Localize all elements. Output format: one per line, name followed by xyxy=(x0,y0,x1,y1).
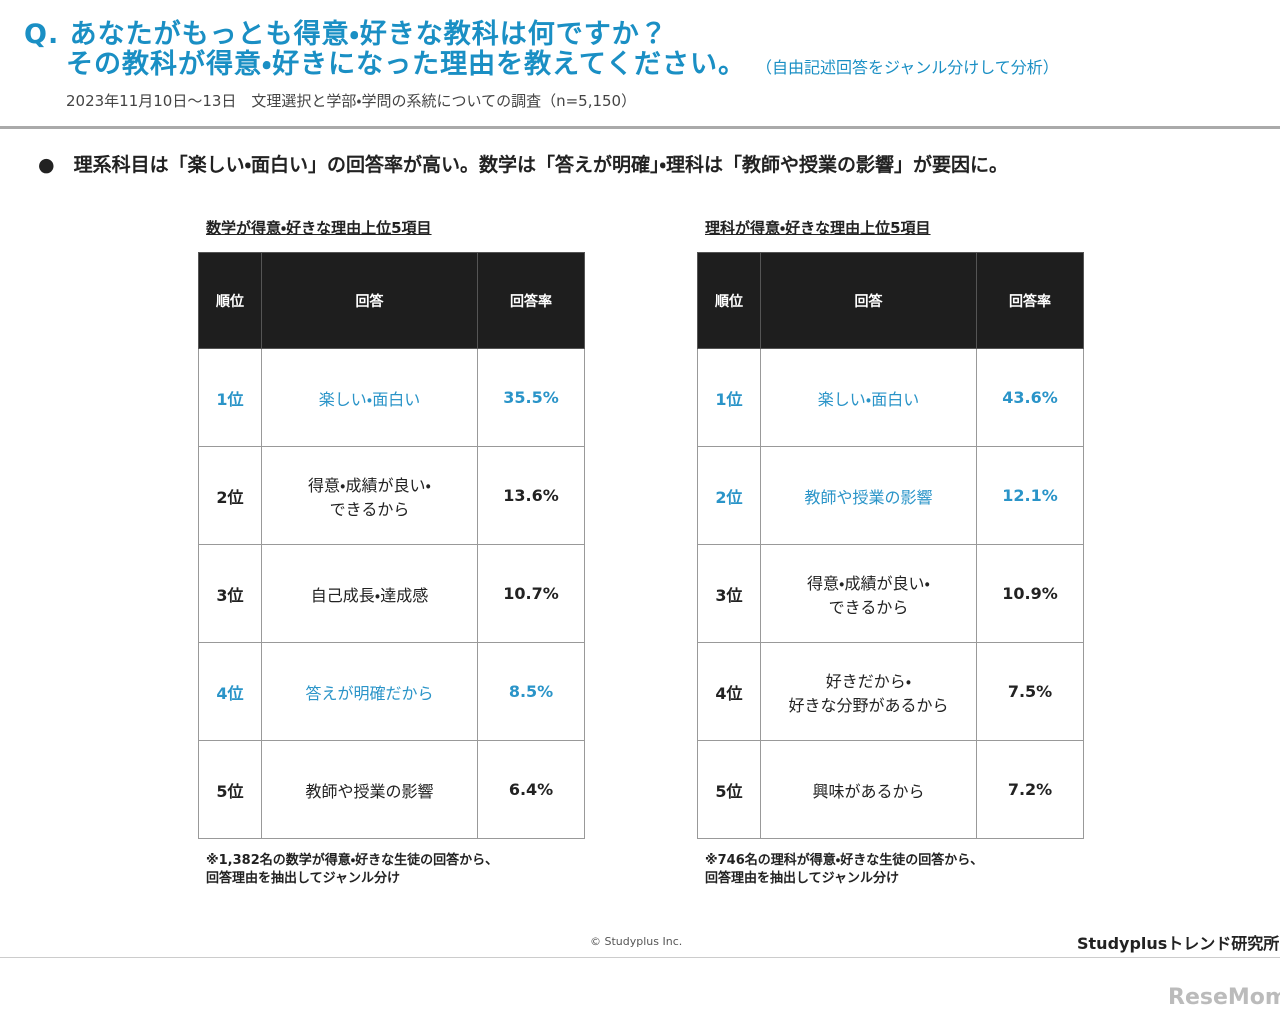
cell: 楽しい・面白い xyxy=(261,348,478,447)
row: 1位 楽しい・面白い 43.6% xyxy=(697,348,1084,447)
subtitle: 2023年11月10日～13日 文理選択と学部・学問の系統についての調査（n=5… xyxy=(66,92,637,110)
summary: ● 理系科目は「楽しい・面白い」の回答率が高い。数学は「答えが明確」・理科は「教… xyxy=(38,154,1009,176)
cell: 6.4% xyxy=(477,740,585,839)
title-note: （自由記述回答をジャンル分けして分析） xyxy=(764,58,1059,77)
cell: 2位 xyxy=(697,446,761,545)
divider xyxy=(0,126,1280,129)
cell: 4位 xyxy=(198,642,262,741)
title-line: Q. あなたがもっとも得意・好きな教科は何ですか？ xyxy=(24,19,668,50)
cell: 教師や授業の影響 xyxy=(261,740,478,839)
title-line: その教科が得意・好きになった理由を教えてください。 （自由記述回答をジャンル分けし… xyxy=(66,42,1059,81)
header-cell: 回答率 xyxy=(477,252,585,349)
row: 5位 興味があるから 7.2% xyxy=(697,740,1084,839)
cell: 1位 xyxy=(697,348,761,447)
header-row: 順位 回答 回答率 xyxy=(697,252,1084,349)
header-cell: 回答率 xyxy=(976,252,1084,349)
header-cell: 順位 xyxy=(198,252,262,349)
table: 順位 回答 回答率 1位 楽しい・面白い 35.5% 2位 得意・成績が良い・ できるから 13… xyxy=(198,252,585,839)
table-title: 理科が得意・好きな理由上位5項目 xyxy=(705,219,931,237)
cell: 12.1% xyxy=(976,446,1084,545)
cell: 答えが明確だから xyxy=(261,642,478,741)
cell: 興味があるから xyxy=(760,740,977,839)
row: 5位 教師や授業の影響 6.4% xyxy=(198,740,585,839)
cell: 7.5% xyxy=(976,642,1084,741)
row: 4位 好きだから・ 好きな分野があるから 7.5% xyxy=(697,642,1084,741)
cell: 5位 xyxy=(697,740,761,839)
footnote: ※746名の理科が得意・好きな生徒の回答から、 回答理由を抽出してジャンル分け xyxy=(705,853,984,886)
row: 2位 教師や授業の影響 12.1% xyxy=(697,446,1084,545)
cell: 2位 xyxy=(198,446,262,545)
table-title: 数学が得意・好きな理由上位5項目 xyxy=(206,219,432,237)
cell: 1位 xyxy=(198,348,262,447)
cell: 8.5% xyxy=(477,642,585,741)
header-cell: 回答 xyxy=(261,252,478,349)
row: 3位 得意・成績が良い・ できるから 10.9% xyxy=(697,544,1084,643)
cell: 自己成長・達成感 xyxy=(261,544,478,643)
cell: 4位 xyxy=(697,642,761,741)
cell: 楽しい・面白い xyxy=(760,348,977,447)
summary-text: 理系科目は「楽しい・面白い」の回答率が高い。数学は「答えが明確」・理科は「教師や… xyxy=(73,154,1009,176)
row: 3位 自己成長・達成感 10.7% xyxy=(198,544,585,643)
cell: 好きだから・ 好きな分野があるから xyxy=(760,642,977,741)
cell: 13.6% xyxy=(477,446,585,545)
cell: 3位 xyxy=(198,544,262,643)
header-cell: 順位 xyxy=(697,252,761,349)
copyright: © Studyplus Inc. xyxy=(590,935,683,948)
header-cell: 回答 xyxy=(760,252,977,349)
cell: 43.6% xyxy=(976,348,1084,447)
cell: 得意・成績が良い・ できるから xyxy=(261,446,478,545)
title-text: その教科が得意・好きになった理由を教えてください。 xyxy=(66,49,747,80)
cell: 7.2% xyxy=(976,740,1084,839)
cell: 3位 xyxy=(697,544,761,643)
header-row: 順位 回答 回答率 xyxy=(198,252,585,349)
brand: Studyplusトレンド研究所 xyxy=(1077,934,1280,953)
row: 4位 答えが明確だから 8.5% xyxy=(198,642,585,741)
footnote: ※1,382名の数学が得意・好きな生徒の回答から、 回答理由を抽出してジャンル分… xyxy=(206,853,499,886)
cell: 10.7% xyxy=(477,544,585,643)
cell: 教師や授業の影響 xyxy=(760,446,977,545)
cell: 得意・成績が良い・ できるから xyxy=(760,544,977,643)
cell: 5位 xyxy=(198,740,262,839)
row: 2位 得意・成績が良い・ できるから 13.6% xyxy=(198,446,585,545)
watermark: ReseMom xyxy=(1168,985,1280,1010)
cell: 35.5% xyxy=(477,348,585,447)
cell: 10.9% xyxy=(976,544,1084,643)
divider xyxy=(0,957,1280,958)
row: 1位 楽しい・面白い 35.5% xyxy=(198,348,585,447)
table: 順位 回答 回答率 1位 楽しい・面白い 43.6% 2位 教師や授業の影響 12.1% 3位 得意… xyxy=(697,252,1084,839)
